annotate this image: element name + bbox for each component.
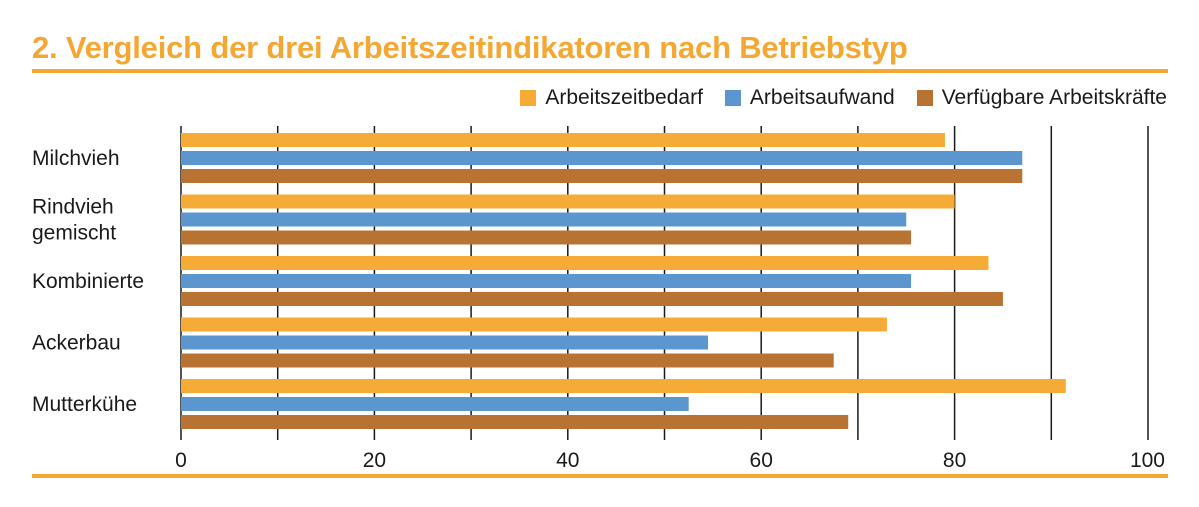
legend-swatch-arbeitsaufwand — [724, 90, 741, 106]
bar-rindvieh-gemischt-arbeitszeitbedarf — [181, 194, 955, 209]
bar-milchvieh-arbeitsaufwand — [181, 151, 1023, 165]
legend-item-arbeitsaufwand: Arbeitsaufwand — [724, 86, 895, 110]
bar-ackerbau-arbeitsaufwand — [181, 335, 709, 350]
x-tick-label-20: 20 — [363, 449, 386, 472]
legend: Arbeitszeitbedarf Arbeitsaufwand Verfügb… — [520, 86, 1167, 110]
legend-swatch-verfuegbare-arbeitskraefte — [916, 90, 933, 106]
legend-item-verfuegbare-arbeitskraefte: Verfügbare Arbeitskräfte — [916, 86, 1167, 110]
x-tick-label-80: 80 — [943, 449, 966, 472]
legend-label-arbeitsaufwand: Arbeitsaufwand — [749, 86, 895, 109]
bar-ackerbau-verfuegbare-arbeitskraefte — [181, 353, 834, 368]
bar-kombinierte-arbeitsaufwand — [181, 274, 912, 288]
category-label-mutterkuehe: Mutterkühe — [32, 393, 137, 416]
x-tick-label-0: 0 — [175, 449, 187, 472]
bar-mutterkuehe-verfuegbare-arbeitskraefte — [181, 415, 849, 429]
bar-mutterkuehe-arbeitszeitbedarf — [181, 379, 1066, 393]
bar-kombinierte-arbeitszeitbedarf — [181, 256, 989, 270]
x-tick-label-60: 60 — [750, 449, 773, 472]
bar-kombinierte-verfuegbare-arbeitskraefte — [181, 292, 1003, 306]
bottom-rule — [32, 474, 1168, 478]
bar-milchvieh-verfuegbare-arbeitskraefte — [181, 169, 1023, 183]
category-label-ackerbau: Ackerbau — [32, 332, 121, 355]
title-underline — [32, 69, 1168, 73]
category-label-milchvieh: Milchvieh — [32, 147, 120, 170]
bar-milchvieh-arbeitszeitbedarf — [181, 133, 945, 147]
category-label-rindvieh-gemischt-line1: Rindvieh — [32, 196, 114, 219]
legend-label-verfuegbare-arbeitskraefte: Verfügbare Arbeitskräfte — [941, 86, 1167, 109]
legend-swatch-arbeitszeitbedarf — [520, 90, 537, 106]
category-label-kombinierte: Kombinierte — [32, 270, 144, 293]
legend-label-arbeitszeitbedarf: Arbeitszeitbedarf — [545, 86, 703, 109]
bar-rindvieh-gemischt-verfuegbare-arbeitskraefte — [181, 230, 912, 245]
x-tick-label-40: 40 — [556, 449, 579, 472]
bar-ackerbau-arbeitszeitbedarf — [181, 317, 887, 332]
bar-rindvieh-gemischt-arbeitsaufwand — [181, 212, 907, 227]
x-tick-label-100: 100 — [1130, 449, 1165, 472]
bar-mutterkuehe-arbeitsaufwand — [181, 397, 689, 411]
category-label-rindvieh-gemischt-line2: gemischt — [32, 222, 116, 245]
chart-title: 2. Vergleich der drei Arbeitszeitindikat… — [32, 30, 908, 65]
legend-item-arbeitszeitbedarf: Arbeitszeitbedarf — [520, 86, 703, 110]
